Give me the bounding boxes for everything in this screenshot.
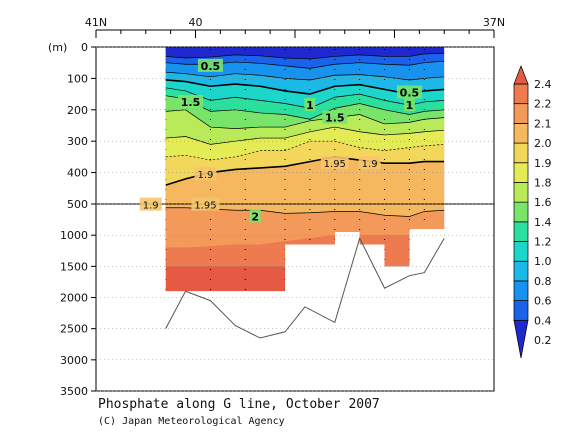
contour-label: 1.9 <box>143 201 159 212</box>
colorbar-low-arrow <box>513 319 529 359</box>
y-tick-label: 500 <box>67 198 88 211</box>
colorbar-high-arrow <box>513 65 529 85</box>
y-axis-label: (m) <box>48 41 67 54</box>
colorbar-swatch <box>513 103 529 124</box>
contour-label-bg <box>396 85 422 99</box>
y-tick-label: 3000 <box>60 354 88 367</box>
colorbar-label: 0.4 <box>534 314 552 327</box>
y-tick-label: 400 <box>67 167 88 180</box>
plot-frame <box>95 46 495 392</box>
colorbar-swatch <box>513 182 529 203</box>
contour-label: 1.9 <box>197 170 213 181</box>
contour-line <box>165 126 445 145</box>
band-0-4-to-0-6 <box>165 53 445 69</box>
colorbar-label: 1.0 <box>534 255 552 268</box>
y-tick-label: 3500 <box>60 385 88 398</box>
band-1-8-to-1-9 <box>165 127 445 161</box>
plot-area: 0.50.51 11.51.51.91.91.951.9 1.952 <box>96 47 494 339</box>
contour-label-bg <box>320 156 349 170</box>
contour-label: 2 <box>251 210 259 223</box>
colorbar-swatch <box>513 123 529 144</box>
y-tick-label: 2000 <box>60 292 88 305</box>
colorbar: 0.2 0.4 0.6 0.8 1.0 1.2 1.4 1.6 1.8 1.9 2.0 2.1 2.2 2… <box>513 65 552 359</box>
contour-label-bg <box>304 98 316 112</box>
band-0-6-to-0-8 <box>165 61 445 80</box>
band-1-4-to-1-6 <box>165 95 445 129</box>
colorbar-swatch <box>513 241 529 262</box>
contour-label-bg <box>191 197 220 211</box>
contour-label: 1.95 <box>324 159 346 170</box>
y-tick-label: 100 <box>67 72 88 85</box>
band-2-1-to-2-2 <box>165 207 445 248</box>
contour-label-bg <box>194 167 217 181</box>
colorbar-label: 0.8 <box>534 275 552 288</box>
contour-label: 1.9 <box>362 159 378 170</box>
band-0-8-to-1-0 <box>165 72 445 95</box>
colorbar-label: 0.2 <box>534 334 552 347</box>
contour-label: 1.5 <box>325 112 345 125</box>
contour-label-bg <box>139 197 162 211</box>
y-tick-label: 300 <box>67 135 88 148</box>
chart-credit: (C) Japan Meteorological Agency <box>98 416 285 427</box>
contour-label-bg <box>322 110 348 124</box>
x-tick-label: 40 <box>189 16 203 29</box>
colorbar-label: 2.4 <box>534 78 552 91</box>
y-tick-label: 2500 <box>60 323 88 336</box>
colorbar-swatch <box>513 280 529 301</box>
contour-label: 1 <box>306 99 314 112</box>
contour-label: 0.5 <box>201 60 221 73</box>
colorbar-swatch <box>513 260 529 282</box>
band-1-2-to-1-4 <box>165 87 445 120</box>
y-tick-label: 1000 <box>60 229 88 242</box>
y-tick-label: 1500 <box>60 260 88 273</box>
contour-label-bg <box>178 94 204 108</box>
contour-label: 0.5 <box>400 87 420 100</box>
colorbar-label: 1.4 <box>534 216 552 229</box>
colorbar-swatch <box>513 142 529 164</box>
colorbar-swatch <box>513 300 529 321</box>
x-tick-label: 37N <box>483 16 505 29</box>
band-1-9-to-2-0 <box>165 141 445 186</box>
colorbar-label: 1.2 <box>534 236 552 249</box>
contour-line <box>165 52 445 60</box>
colorbar-label: 1.9 <box>534 157 552 170</box>
contour-label-bg <box>403 98 415 112</box>
contour-label: 1.95 <box>194 201 216 212</box>
colorbar-label: 1.6 <box>534 196 552 209</box>
contour-label: 1.5 <box>181 96 201 109</box>
contour-label: 1 <box>406 99 414 112</box>
y-tick-label: 200 <box>67 104 88 117</box>
band-1-6-to-1-8 <box>165 109 445 145</box>
y-tick-label: 0 <box>81 41 88 54</box>
colorbar-label: 1.8 <box>534 176 552 189</box>
contour-label-bg <box>197 58 223 72</box>
contour-line <box>165 109 445 129</box>
colorbar-label: 2.2 <box>534 98 552 111</box>
colorbar-label: 2.0 <box>534 137 552 150</box>
colorbar-swatch <box>513 83 529 105</box>
band-0-2-to-0-4 <box>165 47 445 59</box>
x-tick-label: 41N <box>85 16 107 29</box>
colorbar-label: 0.6 <box>534 295 552 308</box>
contour-line <box>165 140 445 161</box>
colorbar-swatch <box>513 162 529 183</box>
colorbar-swatch <box>513 201 529 223</box>
chart-title: Phosphate along G line, October 2007 <box>98 397 380 412</box>
colorbar-label: 2.1 <box>534 117 552 130</box>
band-2-0-to-2-1 <box>165 156 445 217</box>
contour-label-bg <box>358 156 381 170</box>
contour-label-bg <box>249 209 261 223</box>
bottom-topography <box>165 236 445 339</box>
axes: 41N 40 37N 0 100 200 300 400 500 1000 1500 2000 2500… <box>48 16 505 398</box>
colorbar-swatch <box>513 221 529 242</box>
